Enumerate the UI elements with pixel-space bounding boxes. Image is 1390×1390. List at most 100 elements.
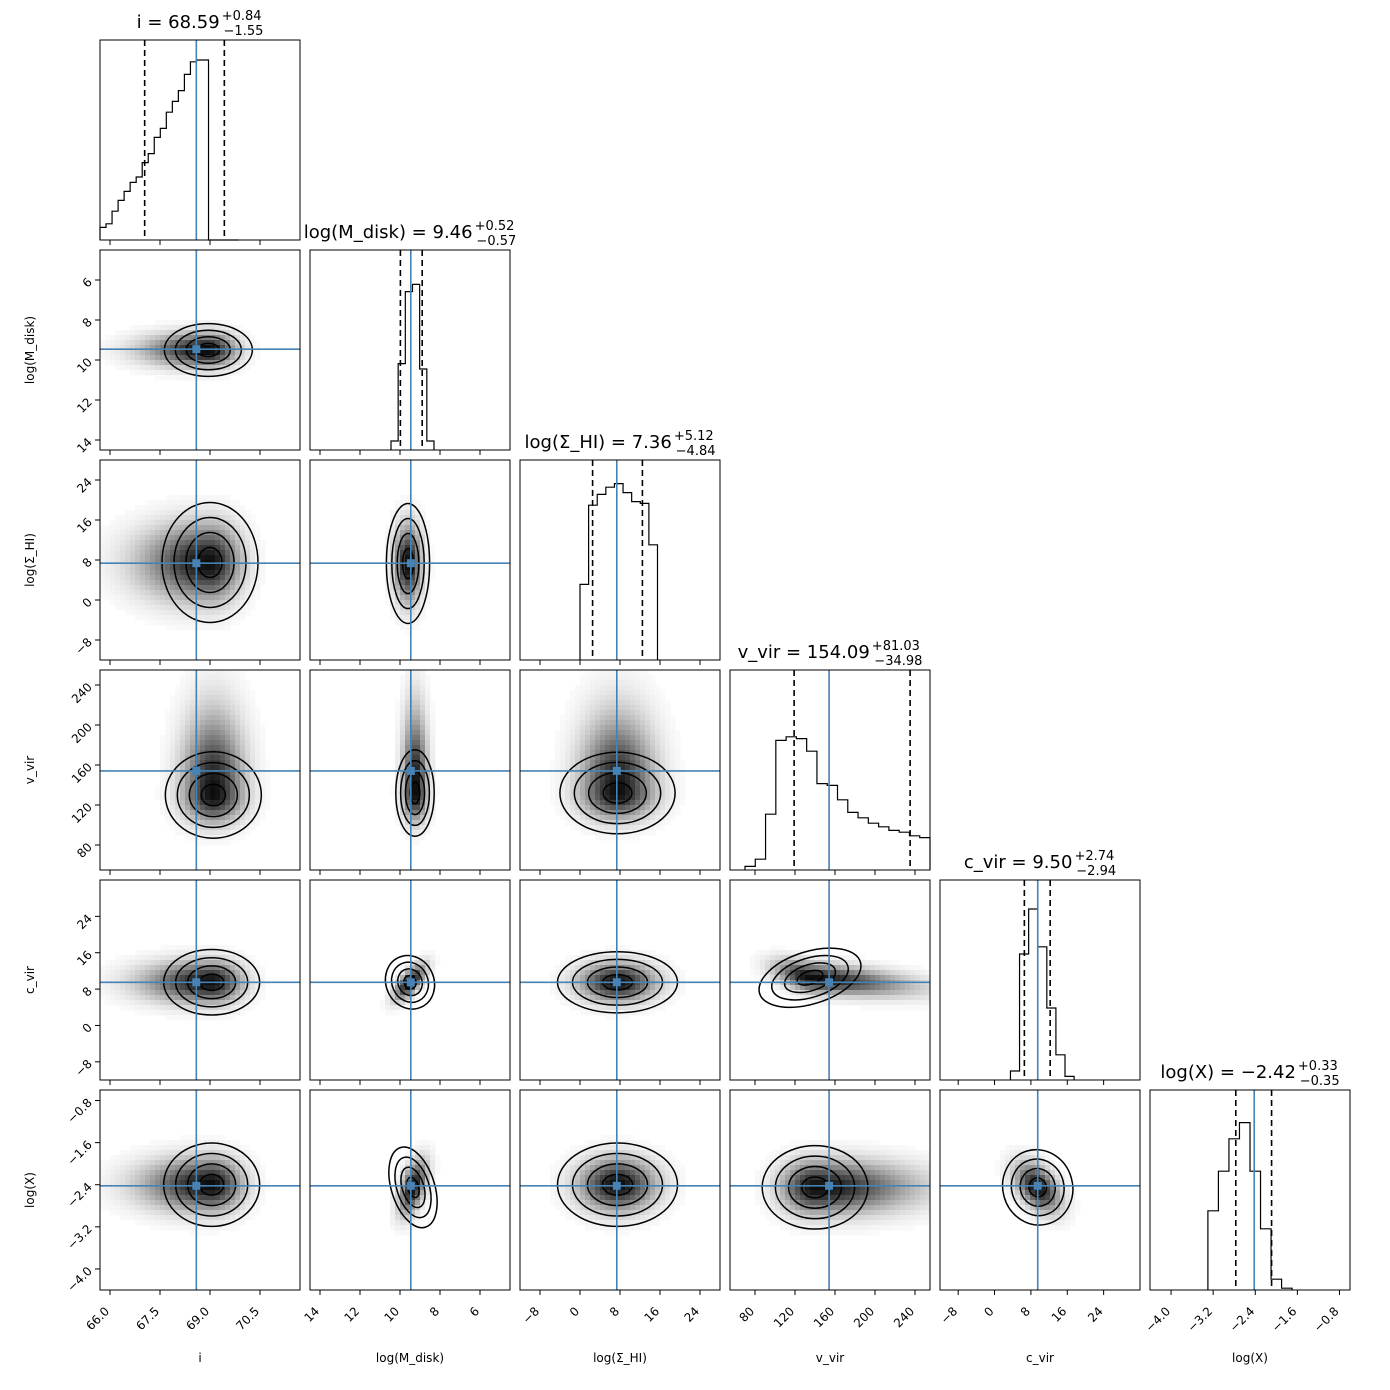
density-cell	[630, 1010, 636, 1016]
density-cell	[415, 960, 421, 966]
density-cell	[680, 770, 686, 776]
density-cell	[675, 995, 681, 1001]
density-cell	[115, 545, 121, 551]
density-cell	[125, 985, 131, 991]
density-cell	[220, 550, 226, 556]
density-cell	[220, 1170, 226, 1176]
density-cell	[630, 680, 636, 686]
density-cell	[145, 330, 151, 336]
density-cell	[110, 1200, 116, 1206]
density-cell	[120, 1185, 126, 1191]
density-cell	[415, 1140, 421, 1146]
density-cell	[235, 1010, 241, 1016]
density-cell	[590, 740, 596, 746]
density-cell	[760, 970, 766, 976]
density-cell	[120, 535, 126, 541]
density-cell	[615, 790, 621, 796]
density-cell	[415, 510, 421, 516]
density-cell	[650, 680, 656, 686]
density-cell	[630, 810, 636, 816]
density-cell	[595, 985, 601, 991]
density-cell	[255, 1205, 261, 1211]
density-cell	[170, 360, 176, 366]
density-cell	[585, 780, 591, 786]
density-cell	[430, 755, 436, 761]
density-cell	[395, 710, 401, 716]
density-cell	[665, 800, 671, 806]
density-cell	[150, 585, 156, 591]
density-cell	[395, 545, 401, 551]
density-cell	[185, 1210, 191, 1216]
density-cell	[610, 765, 616, 771]
density-cell	[670, 800, 676, 806]
density-cell	[635, 740, 641, 746]
density-cell	[125, 525, 131, 531]
density-cell	[660, 975, 666, 981]
density-cell	[250, 565, 256, 571]
density-cell	[220, 495, 226, 501]
density-cell	[195, 1220, 201, 1226]
density-cell	[250, 710, 256, 716]
density-cell	[175, 495, 181, 501]
density-cell	[180, 970, 186, 976]
density-cell	[415, 820, 421, 826]
density-cell	[240, 755, 246, 761]
density-cell	[245, 585, 251, 591]
density-cell	[125, 580, 131, 586]
density-cell	[180, 785, 186, 791]
density-cell	[255, 755, 261, 761]
density-cell	[240, 1185, 246, 1191]
density-cell	[175, 1015, 181, 1021]
density-cell	[630, 740, 636, 746]
density-cell	[215, 710, 221, 716]
density-cell	[190, 745, 196, 751]
density-cell	[880, 990, 886, 996]
density-cell	[215, 735, 221, 741]
density-cell	[175, 1200, 181, 1206]
density-cell	[155, 600, 161, 606]
density-cell	[140, 525, 146, 531]
density-cell	[150, 545, 156, 551]
density-cell	[205, 795, 211, 801]
density-cell	[410, 670, 416, 676]
density-cell	[100, 965, 106, 971]
density-cell	[605, 690, 611, 696]
density-cell	[215, 575, 221, 581]
density-cell	[595, 955, 601, 961]
density-cell	[185, 540, 191, 546]
density-cell	[565, 730, 571, 736]
density-cell	[665, 765, 671, 771]
density-cell	[580, 680, 586, 686]
density-cell	[605, 825, 611, 831]
density-cell	[245, 1000, 251, 1006]
density-cell	[610, 805, 616, 811]
density-cell	[140, 515, 146, 521]
density-cell	[130, 520, 136, 526]
density-cell	[130, 345, 136, 351]
density-cell	[645, 765, 651, 771]
density-cell	[670, 715, 676, 721]
density-cell	[230, 605, 236, 611]
density-cell	[165, 1145, 171, 1151]
density-cell	[160, 1180, 166, 1186]
density-cell	[180, 625, 186, 631]
density-cell	[415, 795, 421, 801]
density-cell	[135, 1220, 141, 1226]
density-cell	[620, 985, 626, 991]
density-cell	[165, 1160, 171, 1166]
density-cell	[790, 975, 796, 981]
density-cell	[250, 975, 256, 981]
density-cell	[640, 755, 646, 761]
density-cell	[100, 970, 106, 976]
density-cell	[410, 790, 416, 796]
density-cell	[605, 770, 611, 776]
density-cell	[230, 760, 236, 766]
density-cell	[225, 1200, 231, 1206]
density-cell	[195, 975, 201, 981]
density-cell	[190, 555, 196, 561]
density-cell	[410, 675, 416, 681]
density-cell	[205, 585, 211, 591]
density-cell	[180, 340, 186, 346]
density-cell	[175, 1005, 181, 1011]
density-cell	[250, 695, 256, 701]
